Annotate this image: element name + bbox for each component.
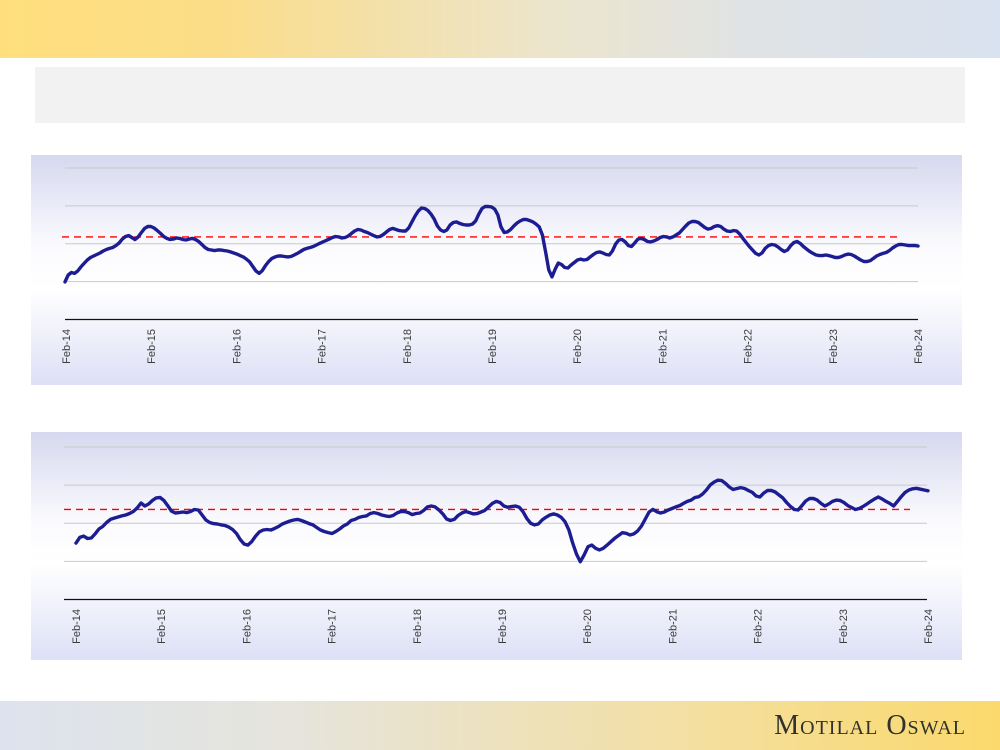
series-line xyxy=(74,478,930,564)
top-chart: Feb-14 Feb-15 Feb-16 Feb-17 Feb-18 Feb-19 Feb-… xyxy=(61,167,925,364)
x-tick-label: Feb-17 xyxy=(317,329,329,364)
x-tick-label: Feb-23 xyxy=(838,609,850,644)
x-tick-label: Feb-22 xyxy=(753,609,765,644)
x-tick-label: Feb-19 xyxy=(497,609,509,644)
x-tick-label: Feb-14 xyxy=(61,329,73,364)
x-tick-label: Feb-15 xyxy=(156,609,168,644)
series-line xyxy=(63,204,920,284)
x-tick-label: Feb-18 xyxy=(412,609,424,644)
bottom-chart: Feb-14 Feb-15 Feb-16 Feb-17 Feb-18 Feb-19 Feb-… xyxy=(64,446,935,644)
x-tick-label: Feb-20 xyxy=(582,609,594,644)
x-tick-label: Feb-23 xyxy=(828,329,840,364)
title-bar xyxy=(35,67,965,123)
x-tick-label: Feb-16 xyxy=(241,609,253,644)
x-tick-label: Feb-20 xyxy=(572,329,584,364)
top-brand-band xyxy=(0,0,1000,58)
x-tick-label: Feb-21 xyxy=(657,329,669,364)
x-tick-label: Feb-16 xyxy=(231,329,243,364)
x-tick-label: Feb-24 xyxy=(913,329,925,364)
x-tick-label: Feb-24 xyxy=(923,609,935,644)
x-tick-label: Feb-18 xyxy=(402,329,414,364)
x-tick-label: Feb-21 xyxy=(667,609,679,644)
motilal-oswal-logo: Motilal Oswal xyxy=(774,709,966,741)
x-tick-label: Feb-22 xyxy=(743,329,755,364)
bottom-chart-panel: Feb-14 Feb-15 Feb-16 Feb-17 Feb-18 Feb-19 Feb-… xyxy=(31,432,962,660)
x-tick-label: Feb-15 xyxy=(146,329,158,364)
footer-brand-band: Motilal Oswal xyxy=(0,701,1000,750)
top-chart-panel: Feb-14 Feb-15 Feb-16 Feb-17 Feb-18 Feb-19 Feb-… xyxy=(31,155,962,385)
x-tick-label: Feb-14 xyxy=(71,609,83,644)
slide-title xyxy=(35,67,965,103)
x-tick-label: Feb-19 xyxy=(487,329,499,364)
x-tick-label: Feb-17 xyxy=(327,609,339,644)
